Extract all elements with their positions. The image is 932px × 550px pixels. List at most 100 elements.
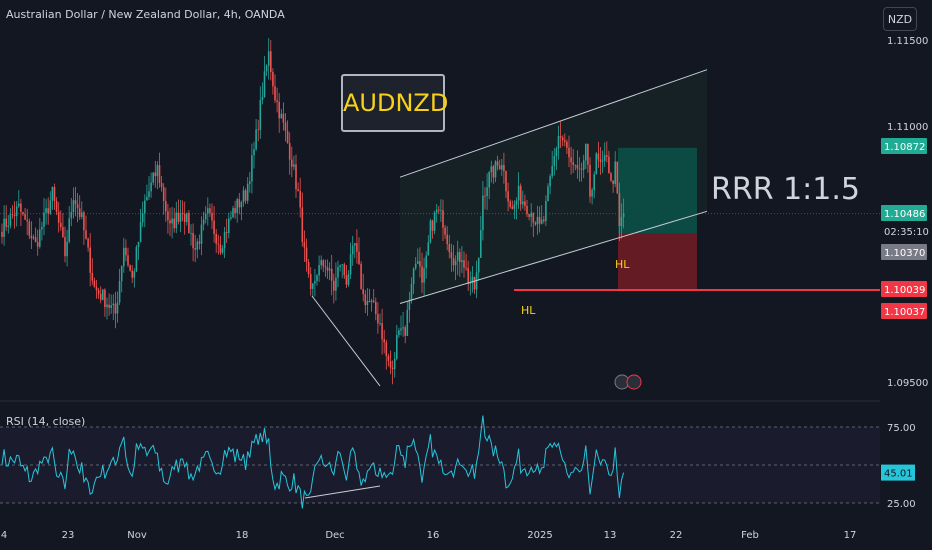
candle-body	[467, 268, 469, 284]
candle	[312, 282, 314, 298]
candle-body	[278, 101, 280, 119]
candle	[179, 199, 182, 233]
candle-body	[551, 165, 553, 177]
candle-body	[259, 99, 262, 130]
candle-body	[49, 200, 52, 214]
candle	[444, 225, 446, 239]
candle	[160, 175, 163, 192]
candle-body	[148, 191, 150, 197]
candle	[515, 197, 518, 220]
candle	[20, 198, 22, 227]
candle	[114, 291, 117, 329]
candle	[622, 198, 625, 229]
candle	[18, 190, 20, 208]
candle	[144, 194, 146, 228]
candle-body	[162, 187, 165, 202]
candle-body	[490, 166, 493, 172]
candle-body	[599, 159, 602, 162]
candle-body	[511, 206, 514, 209]
candle	[202, 211, 205, 231]
candle-body	[137, 241, 140, 248]
candle	[484, 187, 486, 210]
candle	[307, 259, 310, 278]
candle	[339, 264, 341, 272]
candle	[421, 252, 423, 293]
candle	[169, 207, 171, 236]
candle-body	[51, 187, 54, 201]
candle	[551, 150, 553, 179]
candle-body	[309, 274, 312, 289]
candle-body	[173, 218, 175, 229]
candle	[106, 297, 108, 320]
candle	[72, 187, 75, 219]
candle-body	[11, 214, 14, 216]
candle	[207, 197, 209, 226]
candle-body	[217, 243, 220, 245]
candle-body	[456, 252, 459, 261]
candle-body	[99, 293, 102, 300]
currency-button[interactable]: NZD	[883, 7, 917, 31]
candle-body	[400, 328, 402, 331]
candle	[244, 188, 247, 204]
symbol-annotation-box: AUDNZD	[341, 74, 448, 132]
candle	[66, 229, 68, 267]
candle-body	[244, 190, 247, 201]
candle-body	[513, 204, 516, 209]
candle	[76, 192, 79, 223]
candle-body	[536, 216, 539, 225]
candle	[480, 215, 482, 259]
candle-body	[263, 71, 266, 98]
candle-body	[496, 161, 499, 166]
candle-body	[337, 267, 339, 278]
candle-body	[5, 218, 7, 227]
candle	[345, 264, 348, 289]
candle-body	[612, 180, 614, 184]
candle-body	[593, 174, 595, 191]
candle-body	[110, 305, 112, 308]
candle-body	[471, 276, 474, 284]
entry-price-badge-bg	[881, 244, 927, 260]
candle	[477, 257, 480, 281]
channel-fill	[400, 69, 707, 304]
candle-body	[165, 201, 167, 212]
candle-body	[223, 232, 226, 249]
candle	[87, 237, 89, 252]
candle	[286, 120, 289, 144]
candle	[242, 186, 245, 207]
candle-body	[354, 243, 356, 246]
candle	[24, 208, 26, 221]
candle	[9, 208, 12, 229]
candle	[435, 204, 438, 223]
candle	[351, 235, 354, 266]
candle	[230, 211, 232, 221]
candle-body	[240, 202, 243, 208]
candle	[272, 68, 274, 95]
candle	[255, 118, 257, 152]
annotation-labels: RRR 1:1.5 HL HL	[521, 172, 860, 317]
candle-body	[108, 304, 110, 308]
candle-body	[76, 204, 79, 209]
candle	[234, 200, 236, 219]
candle-body	[230, 217, 232, 219]
candle-body	[72, 200, 75, 213]
candle-body	[270, 51, 272, 72]
candle	[131, 265, 133, 283]
candle-body	[87, 238, 89, 248]
candle-body	[459, 252, 461, 263]
candle	[30, 221, 33, 249]
candle-body	[81, 212, 83, 217]
candle-body	[60, 222, 62, 228]
tp-price-badge: 1.10872	[881, 138, 927, 154]
candle-body	[345, 275, 348, 285]
candle-body	[57, 211, 60, 223]
candle-body	[318, 265, 320, 276]
candle	[358, 237, 360, 266]
candle-body	[492, 166, 495, 178]
candle-body	[530, 212, 532, 217]
candle	[74, 186, 77, 217]
candle	[576, 150, 579, 179]
candle-body	[102, 289, 104, 300]
candle-body	[207, 208, 209, 214]
candle-body	[333, 280, 335, 291]
